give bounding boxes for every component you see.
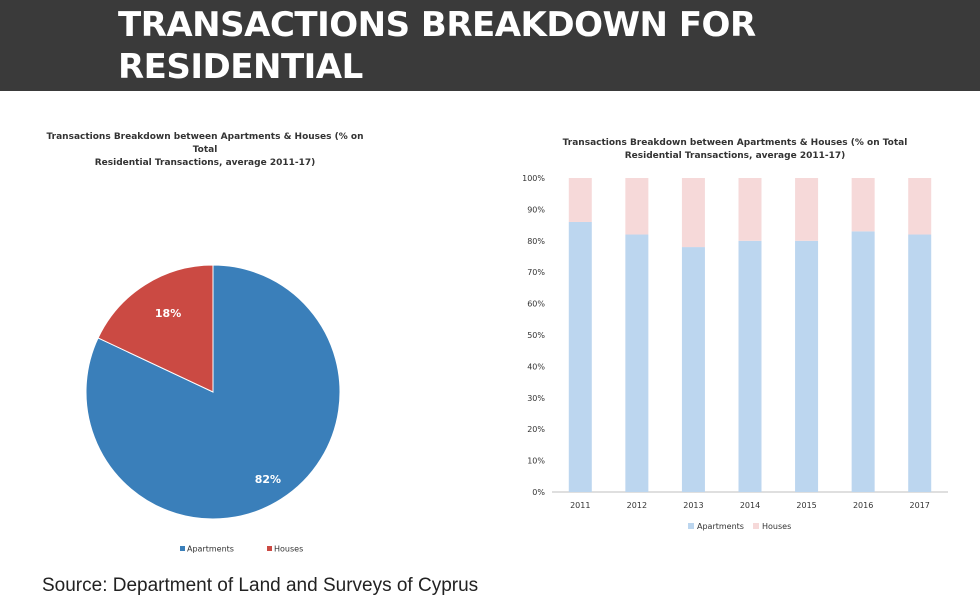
page-title: TRANSACTIONS BREAKDOWN FOR RESIDENTIAL U… (118, 4, 978, 130)
page-title-line-2: UNITS 2011-2017 (118, 89, 443, 129)
y-tick-label: 70% (527, 268, 545, 277)
bar-apartments-2015 (795, 240, 819, 492)
pie-legend-label-apartments: Apartments (187, 545, 234, 554)
bar-houses-2016 (851, 178, 875, 232)
page-title-line-1: TRANSACTIONS BREAKDOWN FOR RESIDENTIAL (118, 5, 756, 87)
bar-apartments-2013 (681, 247, 705, 492)
bar-apartments-2014 (738, 240, 762, 492)
bar-legend-swatch-apartments (688, 523, 694, 529)
source-note: Source: Department of Land and Surveys o… (42, 575, 479, 596)
pie-legend-swatch-houses (267, 546, 272, 551)
y-tick-label: 10% (527, 457, 545, 466)
pie-slice-apartments (85, 264, 341, 520)
pie-chart-title: Transactions Breakdown between Apartment… (40, 131, 370, 170)
y-tick-label: 50% (527, 331, 545, 340)
bar-chart-title-line-2: Residential Transactions, average 2011-1… (624, 151, 846, 161)
x-tick-label: 2013 (683, 501, 703, 510)
y-tick-label: 60% (527, 300, 545, 309)
pie-chart-title-line-1: Transactions Breakdown between Apartment… (46, 132, 364, 155)
pie-chart-title-line-2: Residential Transactions, average 2011-1… (94, 158, 316, 168)
x-tick-label: 2015 (796, 501, 816, 510)
bar-apartments-2011 (568, 221, 592, 492)
bar-legend-label-apartments: Apartments (697, 522, 744, 531)
bar-houses-2013 (681, 178, 705, 248)
bar-legend-swatch-houses (753, 523, 759, 529)
y-tick-label: 20% (527, 425, 545, 434)
pie-legend-swatch-apartments (180, 546, 185, 551)
y-tick-label: 30% (527, 394, 545, 403)
bar-apartments-2017 (908, 234, 932, 492)
y-tick-label: 80% (527, 237, 545, 246)
x-tick-label: 2014 (740, 501, 760, 510)
bar-apartments-2016 (851, 231, 875, 492)
pie-label-houses: 18% (155, 307, 181, 320)
bar-houses-2015 (795, 178, 819, 241)
x-tick-label: 2017 (910, 501, 930, 510)
bar-houses-2012 (625, 178, 649, 235)
x-tick-label: 2016 (853, 501, 873, 510)
y-tick-label: 40% (527, 362, 545, 371)
y-tick-label: 90% (527, 205, 545, 214)
bar-houses-2017 (908, 178, 932, 235)
bar-houses-2014 (738, 178, 762, 241)
pie-slice-houses (97, 264, 214, 393)
bar-legend-label-houses: Houses (762, 522, 791, 531)
bar-chart-title-line-1: Transactions Breakdown between Apartment… (562, 138, 908, 148)
bar-chart-title: Transactions Breakdown between Apartment… (545, 137, 925, 163)
y-tick-label: 100% (522, 174, 545, 183)
title-banner: TRANSACTIONS BREAKDOWN FOR RESIDENTIAL U… (0, 0, 980, 129)
bar-apartments-2012 (625, 234, 649, 492)
y-tick-label: 0% (532, 488, 545, 497)
pie-label-apartments: 82% (255, 473, 281, 486)
x-tick-label: 2011 (570, 501, 590, 510)
x-tick-label: 2012 (627, 501, 647, 510)
bar-houses-2011 (568, 178, 592, 222)
pie-legend-label-houses: Houses (274, 545, 303, 554)
